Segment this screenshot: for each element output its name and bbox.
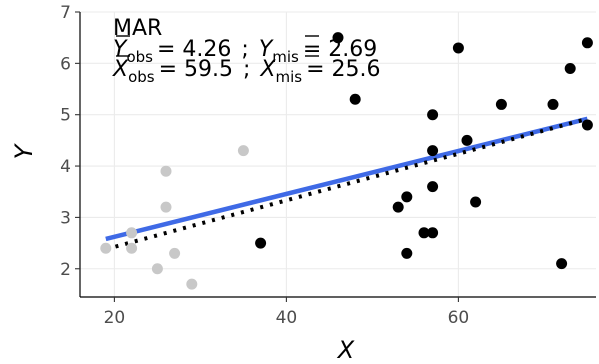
observed-point-16 — [427, 227, 439, 239]
observed-point-10 — [427, 145, 439, 157]
y-tick-label-4: 4 — [60, 157, 71, 177]
y-obs-sub: obs — [126, 48, 153, 66]
missing-point-8 — [237, 145, 249, 157]
missing-point-1 — [126, 227, 138, 239]
y-tick-label-5: 5 — [60, 106, 71, 126]
y-tick-label-6: 6 — [60, 54, 71, 74]
x-mis-eq: = 25.6 — [306, 57, 380, 82]
y-tick-label-3: 3 — [60, 208, 71, 228]
data-points — [100, 32, 593, 290]
annotation-line-1: Yobs = 4.26; Ymis = 2.69 — [113, 37, 377, 66]
x-tick-label-40: 40 — [276, 308, 298, 328]
x-mis-label: X — [259, 57, 276, 82]
observed-point-3 — [427, 109, 439, 121]
observed-point-7 — [581, 37, 593, 49]
observed-point-14 — [392, 201, 404, 213]
observed-point-5 — [547, 98, 559, 110]
axes — [75, 11, 596, 302]
missing-point-0 — [100, 242, 112, 254]
observed-point-4 — [495, 98, 507, 110]
observed-point-1 — [349, 93, 361, 105]
tick-labels: 2 3 4 5 6 7 20 40 60 — [60, 3, 469, 328]
x-obs-eq: = 59.5 — [159, 57, 233, 82]
y-mis-label: Y — [259, 37, 274, 62]
observed-point-0 — [332, 32, 344, 44]
observed-point-15 — [418, 227, 430, 239]
observed-point-9 — [461, 134, 473, 146]
annotation-title: MAR — [113, 16, 162, 41]
missing-point-6 — [151, 263, 163, 275]
x-axis-title: X — [336, 336, 355, 364]
sep-1: ; — [241, 37, 248, 62]
observed-point-17 — [255, 237, 267, 249]
y-obs-eq: = 4.26 — [157, 37, 231, 62]
y-axis-title: Y — [10, 142, 38, 159]
missing-point-4 — [160, 201, 172, 213]
annotation-line-2: Xobs = 59.5; Xmis = 25.6 — [112, 57, 381, 86]
x-obs-label: X — [112, 57, 129, 82]
fit-line-solid — [105, 116, 588, 242]
observed-point-12 — [470, 196, 482, 208]
observed-point-18 — [401, 247, 413, 259]
observed-point-8 — [581, 119, 593, 131]
x-obs-sub: obs — [128, 68, 155, 86]
missing-point-5 — [169, 247, 181, 259]
x-mis-sub: mis — [276, 68, 303, 86]
sep-2: ; — [243, 57, 250, 82]
y-mis-sub: mis — [272, 48, 299, 66]
observed-point-2 — [452, 42, 464, 54]
fit-line-dotted — [105, 116, 588, 252]
observed-point-13 — [401, 191, 413, 203]
y-tick-label-2: 2 — [60, 260, 71, 280]
observed-point-11 — [427, 181, 439, 193]
annotation: MAR Yobs = 4.26; Ymis = 2.69 Xobs = 59.5; Xmi… — [112, 16, 381, 86]
missing-point-7 — [186, 278, 198, 290]
observed-point-6 — [564, 62, 576, 74]
x-tick-label-20: 20 — [104, 308, 126, 328]
y-mis-eq: = 2.69 — [303, 37, 377, 62]
fit-lines — [105, 116, 588, 252]
missing-point-2 — [126, 242, 138, 254]
missing-point-3 — [160, 165, 172, 177]
x-tick-label-60: 60 — [448, 308, 470, 328]
observed-point-19 — [556, 258, 568, 270]
y-tick-label-7: 7 — [60, 3, 71, 23]
